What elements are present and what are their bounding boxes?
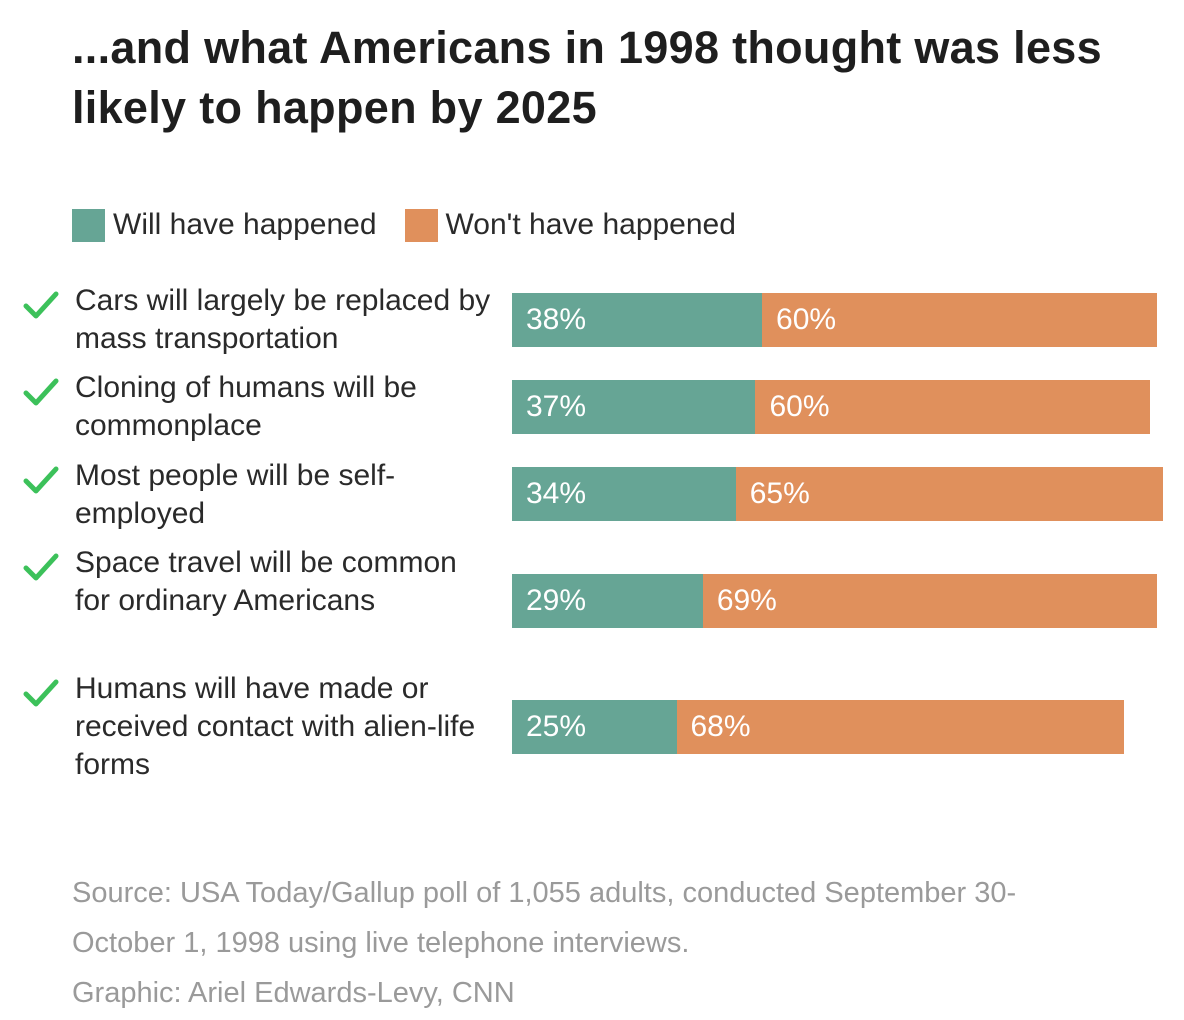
chart-title: ...and what Americans in 1998 thought wa…	[72, 22, 1102, 133]
bar-will-have-happened: 34%	[512, 467, 736, 521]
bar-wont-have-happened: 60%	[755, 380, 1151, 434]
data-label: 69%	[716, 584, 777, 617]
source-line: October 1, 1998 using live telephone int…	[72, 927, 690, 959]
data-label: 60%	[776, 303, 837, 336]
bar-will-have-happened: 25%	[512, 700, 677, 754]
data-label: 65%	[749, 477, 810, 510]
category-label: Most people will be self-employed	[75, 459, 396, 530]
check-icon	[23, 291, 59, 319]
legend-swatch-wont	[404, 208, 438, 242]
source-line: Source: USA Today/Gallup poll of 1,055 a…	[72, 877, 1017, 909]
legend-swatch-will	[72, 208, 105, 242]
category-label: Humans will have made or received contac…	[75, 672, 476, 781]
data-label: 34%	[526, 477, 587, 510]
check-icon	[23, 378, 59, 406]
data-label: 38%	[526, 303, 587, 336]
check-icon	[23, 466, 59, 494]
legend: Will have happened Won't have happened	[72, 208, 764, 242]
data-label: 37%	[526, 390, 587, 423]
bar-wont-have-happened: 69%	[702, 574, 1157, 628]
category-label: Space travel will be common for ordinary…	[75, 546, 457, 617]
legend-label-wont: Won't have happened	[445, 208, 736, 241]
bar-will-have-happened: 37%	[512, 380, 756, 434]
legend-item-wont: Won't have happened	[404, 208, 736, 242]
bar-wont-have-happened: 68%	[676, 700, 1124, 754]
category-label: Cloning of humans will be commonplace	[75, 371, 417, 442]
bar-will-have-happened: 29%	[512, 574, 703, 628]
credit-line: Graphic: Ariel Edwards-Levy, CNN	[72, 977, 515, 1009]
data-label: 68%	[690, 710, 751, 743]
check-icon	[23, 553, 59, 581]
bar-wont-have-happened: 60%	[762, 293, 1157, 347]
legend-label-will: Will have happened	[113, 208, 377, 241]
bar-wont-have-happened: 65%	[735, 467, 1164, 521]
source-note: Source: USA Today/Gallup poll of 1,055 a…	[72, 868, 1172, 1018]
data-label: 60%	[769, 390, 830, 423]
legend-item-will: Will have happened	[72, 208, 377, 242]
data-label: 29%	[526, 584, 587, 617]
data-label: 25%	[526, 710, 587, 743]
category-label: Cars will largely be replaced by mass tr…	[75, 284, 491, 355]
check-icon	[23, 679, 59, 707]
bar-will-have-happened: 38%	[512, 293, 763, 347]
